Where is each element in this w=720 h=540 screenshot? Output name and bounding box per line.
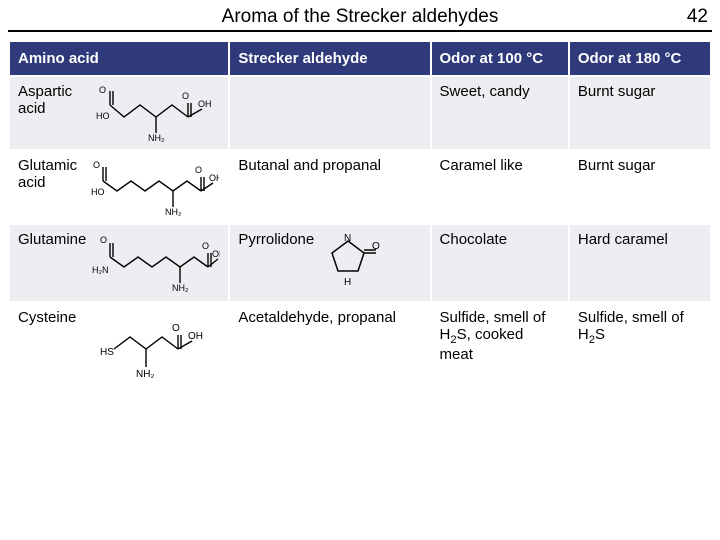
aroma-table: Amino acid Strecker aldehyde Odor at 100… (8, 40, 712, 393)
cell-amino: Glutamic acid (10, 151, 228, 223)
amino-name: Aspartic acid (18, 83, 84, 117)
amino-name-line1: Aspartic (18, 83, 72, 100)
svg-text:H: H (344, 277, 351, 288)
svg-text:NH₂: NH₂ (136, 369, 154, 380)
cell-odor-180: Sulfide, smell of H2S (570, 303, 710, 391)
cell-aldehyde: Acetaldehyde, propanal (230, 303, 429, 391)
svg-text:O: O (99, 85, 106, 95)
amino-name: Glutamic acid (18, 157, 84, 191)
cell-odor-180: Hard caramel (570, 225, 710, 301)
svg-text:HO: HO (91, 187, 105, 197)
th-odor-100: Odor at 100 °C (432, 42, 568, 75)
svg-text:O: O (372, 241, 380, 252)
th-odor-180: Odor at 180 °C (570, 42, 710, 75)
page-number: 42 (678, 6, 708, 28)
amino-name-line2: acid (18, 174, 46, 191)
table-row: Cysteine HS (10, 303, 710, 391)
cell-amino: Glutamine (10, 225, 228, 301)
svg-text:N: N (344, 233, 351, 244)
svg-text:OH: OH (188, 331, 203, 342)
amino-name-line1: Glutamine (18, 231, 86, 248)
aldehyde-label: Pyrrolidone (238, 231, 314, 248)
table-row: Aspartic acid (10, 77, 710, 149)
svg-text:O: O (100, 235, 107, 245)
page-title: Aroma of the Strecker aldehydes (42, 6, 678, 28)
table-header-row: Amino acid Strecker aldehyde Odor at 100… (10, 42, 710, 75)
cell-odor-100: Sulfide, smell of H2S, cooked meat (432, 303, 568, 391)
table-row: Glutamine (10, 225, 710, 301)
slide: Aroma of the Strecker aldehydes 42 Amino… (0, 0, 720, 540)
amino-name-line2: acid (18, 100, 46, 117)
svg-text:H₂N: H₂N (92, 265, 109, 275)
svg-text:O: O (182, 91, 189, 101)
cell-odor-100: Chocolate (432, 225, 568, 301)
svg-text:HS: HS (100, 347, 114, 358)
cell-odor-180: Burnt sugar (570, 77, 710, 149)
svg-text:O: O (195, 165, 202, 175)
cell-odor-100: Sweet, candy (432, 77, 568, 149)
th-aldehyde: Strecker aldehyde (230, 42, 429, 75)
amino-name-line1: Glutamic (18, 157, 77, 174)
svg-text:HO: HO (96, 111, 110, 121)
cell-odor-100: Caramel like (432, 151, 568, 223)
svg-text:O: O (172, 323, 180, 334)
amino-name-line1: Cysteine (18, 309, 76, 326)
svg-text:OH: OH (212, 249, 220, 259)
structure-icon: N H O (320, 231, 380, 295)
cell-odor-180: Burnt sugar (570, 151, 710, 223)
cell-amino: Aspartic acid (10, 77, 228, 149)
amino-name: Cysteine (18, 309, 84, 326)
structure-icon: HS O OH NH₂ (90, 309, 220, 385)
th-amino-acid: Amino acid (10, 42, 228, 75)
structure-icon: O H₂N O OH NH₂ (92, 231, 220, 293)
cell-aldehyde (230, 77, 429, 149)
cell-amino: Cysteine HS (10, 303, 228, 391)
structure-icon: O HO O OH NH₂ (90, 83, 220, 143)
amino-name: Glutamine (18, 231, 86, 248)
svg-text:O: O (202, 241, 209, 251)
svg-text:NH₂: NH₂ (165, 207, 182, 217)
structure-icon: O HO O OH NH₂ (90, 157, 220, 217)
svg-text:OH: OH (209, 173, 219, 183)
svg-text:O: O (93, 160, 100, 170)
svg-text:NH₂: NH₂ (172, 283, 189, 293)
title-bar: Aroma of the Strecker aldehydes 42 (8, 0, 712, 32)
cell-aldehyde: Pyrrolidone N H O (230, 225, 429, 301)
table-row: Glutamic acid (10, 151, 710, 223)
svg-text:OH: OH (198, 99, 212, 109)
svg-text:NH₂: NH₂ (148, 133, 165, 143)
cell-aldehyde: Butanal and propanal (230, 151, 429, 223)
